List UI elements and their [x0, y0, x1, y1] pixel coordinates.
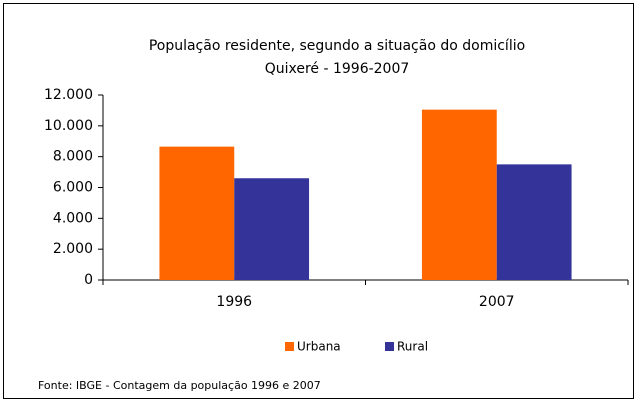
bar	[421, 109, 497, 280]
legend-label: Urbana	[297, 340, 341, 354]
y-tick-label: 12.000	[44, 87, 93, 103]
x-tick-label: 2007	[479, 294, 515, 310]
source-note: Fonte: IBGE - Contagem da população 1996…	[38, 379, 321, 392]
bar	[159, 146, 235, 280]
y-tick-label: 0	[84, 272, 93, 288]
chart-title: População residente, segundo a situação …	[149, 38, 525, 54]
y-tick-label: 2.000	[53, 241, 93, 257]
y-tick-label: 6.000	[53, 180, 93, 196]
legend-swatch	[285, 342, 294, 351]
bar	[496, 164, 572, 280]
y-tick-label: 10.000	[44, 118, 93, 134]
y-tick-label: 4.000	[53, 210, 93, 226]
x-tick-label: 1996	[216, 294, 252, 310]
y-tick-label: 8.000	[53, 149, 93, 165]
chart-subtitle: Quixeré - 1996-2007	[265, 61, 410, 77]
bar	[234, 178, 310, 280]
legend-swatch	[385, 342, 394, 351]
legend-label: Rural	[397, 340, 428, 354]
